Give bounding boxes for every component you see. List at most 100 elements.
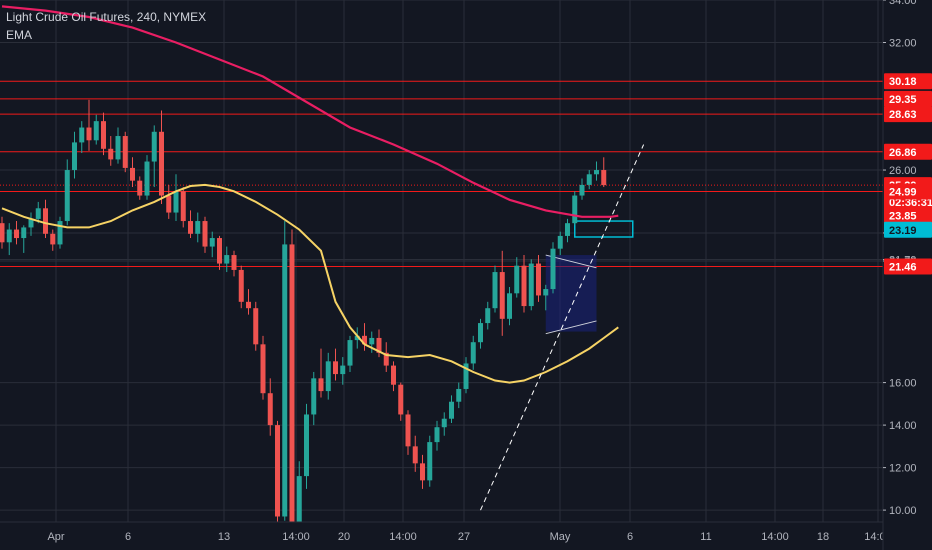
- price-label-bg: [884, 90, 932, 107]
- candle-body: [565, 223, 570, 236]
- candle-body: [195, 221, 201, 234]
- x-axis: Apr 6 13 14:00 20 14:00 27 May 6 11 14:00 18 14:00: [0, 521, 892, 550]
- candle-body: [434, 427, 440, 443]
- price-label-bg: [884, 221, 932, 238]
- x-tick-label: 14:00: [389, 531, 417, 543]
- candle-body: [57, 221, 63, 245]
- price-label-bg: [884, 73, 932, 90]
- candle-body: [427, 442, 433, 481]
- ema-slow-line: [1, 5, 619, 218]
- candle-body: [173, 191, 179, 213]
- candle-body: [354, 335, 360, 341]
- candle-body: [246, 301, 251, 309]
- candle-body: [514, 265, 520, 294]
- trendlines: [480, 144, 645, 511]
- candle-body: [122, 136, 128, 168]
- candles: [0, 99, 607, 538]
- candle-body: [50, 233, 56, 245]
- price-label-bg: [884, 106, 932, 123]
- candle-body: [137, 180, 143, 196]
- candle-body: [383, 352, 389, 366]
- candle-body: [478, 323, 483, 343]
- ema-fast-line: [1, 183, 619, 384]
- y-tick-label: 26.00: [889, 165, 917, 177]
- candle-body: [405, 414, 411, 447]
- candle-body: [130, 167, 135, 181]
- candle-body: [594, 170, 599, 175]
- highlight-zone: [574, 220, 634, 238]
- candle-body: [260, 344, 266, 394]
- candle-body: [72, 142, 77, 171]
- candle-body: [180, 191, 186, 222]
- candle-body: [209, 238, 215, 247]
- price-label-bg: [884, 143, 932, 160]
- price-label: 23.19: [889, 225, 917, 237]
- price-label-bg: [884, 258, 932, 275]
- candle-body: [275, 425, 280, 517]
- x-tick-label: 27: [458, 531, 470, 543]
- candle-body: [64, 170, 70, 222]
- candle-body: [21, 227, 27, 239]
- candle-body: [282, 244, 288, 517]
- y-tick-label: 16.00: [889, 378, 917, 390]
- y-tick-label: 12.00: [889, 463, 917, 475]
- candle-body: [557, 235, 563, 249]
- candle-body: [521, 265, 527, 307]
- candle-body: [311, 378, 317, 415]
- trendline-dashed: [480, 144, 645, 511]
- candle-body: [86, 127, 92, 141]
- candle-body: [499, 272, 505, 319]
- price-label: 26.86: [889, 147, 917, 159]
- candle-body: [151, 131, 157, 162]
- candle-body: [224, 255, 230, 264]
- candle-body: [543, 289, 549, 296]
- y-tick-label: 14.00: [889, 420, 917, 432]
- candle-body: [579, 184, 585, 196]
- candle-body: [470, 342, 476, 364]
- candle-body: [507, 293, 512, 319]
- price-label: 23.85: [889, 211, 917, 223]
- candle-body: [202, 221, 208, 247]
- candle-body: [144, 161, 150, 196]
- candle-body: [369, 337, 375, 345]
- candle-body: [441, 418, 447, 428]
- candle-body: [188, 221, 193, 234]
- x-tick-label: 6: [125, 531, 131, 543]
- candle-body: [159, 131, 164, 196]
- candle-body: [217, 238, 222, 264]
- x-tick-label: May: [550, 531, 571, 543]
- candle-body: [14, 229, 19, 239]
- x-tick-label: 6: [627, 531, 633, 543]
- candle-body: [528, 263, 534, 307]
- x-tick-label: 13: [218, 531, 230, 543]
- x-tick-label: Apr: [47, 531, 64, 543]
- candle-body: [289, 244, 295, 528]
- candle-body: [267, 393, 273, 426]
- candle-body: [572, 195, 578, 224]
- price-label: 21.46: [889, 262, 917, 274]
- candle-body: [43, 208, 48, 234]
- candle-body: [108, 148, 114, 160]
- price-label: 29.35: [889, 94, 917, 106]
- y-tick-label: 34.00: [889, 0, 917, 7]
- pattern-bottom-line: [545, 320, 597, 335]
- candle-body: [391, 365, 396, 385]
- candle-body: [536, 263, 541, 296]
- indicator-label[interactable]: EMA: [6, 28, 33, 42]
- x-tick-label: 18: [817, 531, 829, 543]
- candle-body: [231, 255, 237, 270]
- candle-body: [79, 127, 85, 143]
- price-label-bg: [884, 207, 932, 224]
- candle-body: [296, 476, 302, 528]
- price-labels: 30.1829.3528.6326.8625.2902:36:3124.9923…: [884, 73, 932, 275]
- candle-body: [333, 361, 338, 375]
- price-label-bg: [884, 183, 932, 200]
- candle-body: [304, 414, 309, 477]
- price-label: 02:36:31: [889, 197, 932, 209]
- y-tick-label: 10.00: [889, 505, 917, 517]
- candle-body: [101, 121, 106, 149]
- candle-body: [347, 340, 353, 366]
- candle-body: [586, 174, 592, 185]
